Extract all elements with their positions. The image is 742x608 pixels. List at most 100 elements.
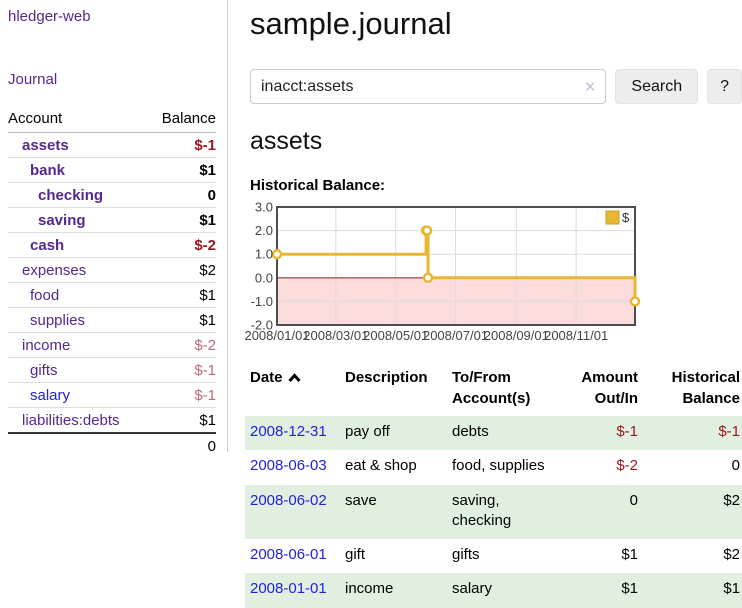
page-title: sample.journal <box>250 6 742 42</box>
app-title-link[interactable]: hledger-web <box>8 8 217 25</box>
account-balance: $-1 <box>148 133 216 158</box>
account-balance: $2 <box>148 258 216 283</box>
account-row: income$-2 <box>8 333 216 358</box>
register-table: Date Description To/From Account(s) Amou… <box>245 365 742 608</box>
register-date-link[interactable]: 2008-12-31 <box>250 423 327 440</box>
account-balance: $1 <box>148 158 216 183</box>
x-tick-label: 2008/01/01 <box>244 328 309 343</box>
register-amount: $1 <box>570 539 640 573</box>
data-point-marker <box>424 274 432 282</box>
x-tick-label: 2008/11/01 <box>544 328 608 343</box>
register-description: eat & shop <box>345 450 452 484</box>
register-accounts: food, supplies <box>452 450 570 484</box>
account-link[interactable]: food <box>30 287 59 304</box>
sidebar-item-journal[interactable]: Journal <box>8 71 217 88</box>
register-description: save <box>345 485 452 540</box>
register-date-link[interactable]: 2008-01-01 <box>250 580 327 597</box>
register-row: 2008-06-01giftgifts$1$2 <box>245 539 742 573</box>
account-link[interactable]: assets <box>22 137 69 154</box>
register-accounts: saving, checking <box>452 485 570 540</box>
caret-up-icon <box>288 373 301 383</box>
register-description: income <box>345 573 452 607</box>
account-row: assets $-1 <box>8 133 216 158</box>
register-accounts: salary <box>452 573 570 607</box>
account-row: liabilities:debts $1 <box>8 408 216 434</box>
register-balance: 0 <box>640 450 742 484</box>
x-tick-label: 2008/09/01 <box>484 328 549 343</box>
hledger-web-app: hledger-web Journal Account Balance asse… <box>0 0 742 608</box>
clear-search-icon[interactable]: ✕ <box>584 78 597 96</box>
register-date-link[interactable]: 2008-06-01 <box>250 546 327 563</box>
register-amount: $1 <box>570 573 640 607</box>
account-link[interactable]: cash <box>30 237 64 254</box>
account-link[interactable]: checking <box>38 187 103 204</box>
account-link[interactable]: gifts <box>30 362 58 379</box>
account-link[interactable]: expenses <box>22 262 86 279</box>
account-row: supplies $1 <box>8 308 216 333</box>
register-header-balance: Historical Balance <box>640 365 742 416</box>
help-button[interactable]: ? <box>707 69 742 104</box>
account-balance: $-1 <box>148 383 216 408</box>
search-input-wrap: ✕ <box>250 69 606 104</box>
register-header-date[interactable]: Date <box>245 365 345 416</box>
register-row: 2008-06-02savesaving, checking0$2 <box>245 485 742 540</box>
x-tick-label: 2008/05/01 <box>363 328 428 343</box>
data-point-marker <box>631 297 639 305</box>
legend-label: $ <box>622 210 630 225</box>
account-link[interactable]: salary <box>30 387 70 404</box>
accounts-table: Account Balance assets $-1 bank $1 checking 0… <box>8 107 216 458</box>
account-balance: 0 <box>148 183 216 208</box>
sidebar: hledger-web Journal Account Balance asse… <box>0 0 228 452</box>
accounts-body: assets$-1bank$1checking0saving$1cash$-2e… <box>8 133 216 459</box>
account-row: cash $-2 <box>8 233 216 258</box>
y-tick-label: 2.0 <box>255 223 273 238</box>
y-tick-label: 0.0 <box>255 270 273 285</box>
register-date-link[interactable]: 2008-06-02 <box>250 492 327 509</box>
account-link[interactable]: liabilities:debts <box>22 412 120 429</box>
legend-swatch <box>606 211 619 224</box>
account-heading: assets <box>250 127 742 156</box>
account-link[interactable]: bank <box>30 162 65 179</box>
register-row: 2008-01-01incomesalary$1$1 <box>245 573 742 607</box>
register-balance: $1 <box>640 573 742 607</box>
account-row: checking 0 <box>8 183 216 208</box>
account-balance: $1 <box>148 283 216 308</box>
account-row: salary $-1 <box>8 383 216 408</box>
account-balance: $1 <box>148 308 216 333</box>
total-spacer <box>8 433 148 458</box>
data-point-marker <box>423 227 431 235</box>
register-header-accounts: To/From Account(s) <box>452 365 570 416</box>
account-link[interactable]: income <box>22 337 70 354</box>
accounts-header-balance: Balance <box>148 107 216 133</box>
account-balance: $-1 <box>148 358 216 383</box>
accounts-header-row: Account Balance <box>8 107 216 133</box>
account-row: bank $1 <box>8 158 216 183</box>
register-body: 2008-12-31pay offdebts$-1$-12008-06-03ea… <box>245 416 742 608</box>
account-link[interactable]: supplies <box>30 312 85 329</box>
register-amount: $-1 <box>570 416 640 450</box>
register-header-description: Description <box>345 365 452 416</box>
account-balance: $-2 <box>148 233 216 258</box>
y-tick-label: 3.0 <box>255 200 273 215</box>
register-amount: $-2 <box>570 450 640 484</box>
account-balance: $1 <box>148 408 216 434</box>
account-balance: $1 <box>148 208 216 233</box>
chart-title: Historical Balance: <box>250 177 742 194</box>
register-description: gift <box>345 539 452 573</box>
register-date-link[interactable]: 2008-06-03 <box>250 457 327 474</box>
balance-chart[interactable]: $3.02.01.00.0-1.0-2.02008/01/012008/03/0… <box>247 203 739 349</box>
account-row: saving $1 <box>8 208 216 233</box>
search-form: ✕ Search ? <box>250 69 742 104</box>
account-row: food $1 <box>8 283 216 308</box>
main-content: sample.journal ✕ Search ? assets Histori… <box>228 0 742 608</box>
y-tick-label: -1.0 <box>251 294 273 309</box>
x-tick-label: 2008/07/01 <box>423 328 488 343</box>
search-input[interactable] <box>250 69 606 104</box>
account-link[interactable]: saving <box>38 212 86 229</box>
register-balance: $2 <box>640 539 742 573</box>
accounts-total-row: 0 <box>8 433 216 458</box>
account-row: expenses $2 <box>8 258 216 283</box>
y-tick-label: 1.0 <box>255 247 273 262</box>
search-button[interactable]: Search <box>615 69 698 104</box>
register-description: pay off <box>345 416 452 450</box>
